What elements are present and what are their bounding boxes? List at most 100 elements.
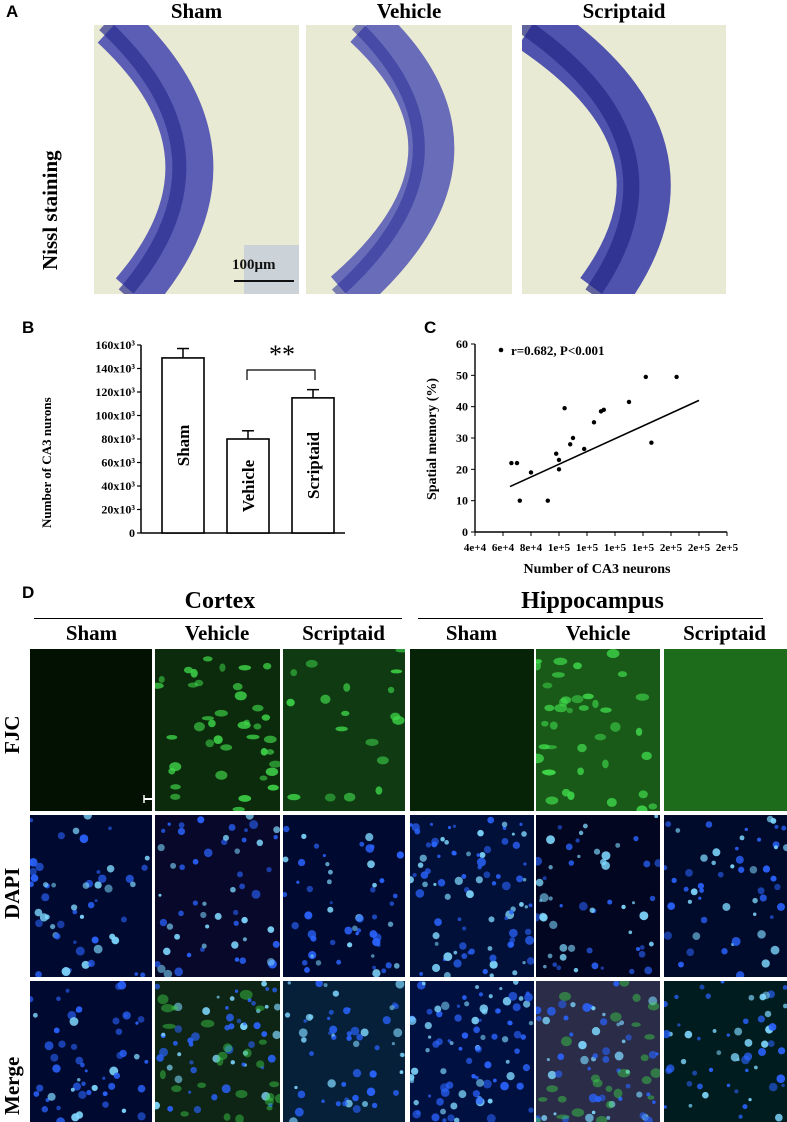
scatter-point [591, 420, 597, 425]
scatter-y-tick-label: 50 [456, 368, 468, 382]
row-label-merge: Merge [0, 1056, 24, 1115]
fjc-cortex-sham-image [30, 649, 152, 811]
group-hippocampus: Hippocampus [521, 588, 664, 614]
scale-bar [234, 280, 294, 282]
panel-a-col-scriptaid: Scriptaid [582, 0, 666, 23]
scatter-y-tick-label: 20 [456, 462, 468, 476]
dapi-cortex-scriptaid-image [283, 815, 405, 977]
d-col-vehicle-2: Vehicle [565, 621, 631, 645]
scatter-point [514, 460, 520, 466]
bar-y-tick-label: 120x10³ [95, 385, 135, 399]
scatter-point [528, 470, 534, 475]
scatter-x-tick-label: 1e+5 [632, 542, 655, 554]
bar-y-tick-label: 160x10³ [95, 338, 135, 352]
panel-a-row-label: Nissl staining [38, 150, 62, 270]
dapi-hippo-sham-image [410, 815, 534, 977]
scatter-point [562, 406, 567, 411]
scatter-x-tick-label: 2e+5 [688, 542, 711, 554]
scatter-y-tick-label: 30 [456, 431, 468, 445]
scatter-point [554, 451, 559, 456]
scatter-point [568, 442, 573, 447]
panel-a-col-sham: Sham [170, 0, 223, 23]
hippocampus-divider [418, 618, 763, 619]
nissl-vehicle-image [306, 25, 512, 294]
scatter-point [545, 498, 550, 503]
merge-hippo-sham-image [410, 981, 534, 1122]
panel-c-letter: C [424, 318, 437, 337]
fjc-hippo-scriptaid-image [664, 649, 787, 811]
scale-bar-label: 100μm [232, 257, 276, 273]
scatter-point [556, 457, 562, 463]
scatter-point [509, 460, 514, 466]
significance-label: ** [269, 340, 295, 369]
bar-y-tick-label: 80x10³ [101, 432, 135, 446]
scatter-x-tick-label: 8e+4 [520, 542, 543, 554]
scatter-point [570, 435, 576, 441]
legend-marker [498, 347, 504, 353]
row-label-fjc: FJC [0, 715, 24, 755]
panel-a-col-vehicle: Vehicle [376, 0, 442, 23]
d-col-sham-2: Sham [445, 621, 498, 645]
bar-y-tick-label: 40x10³ [101, 479, 135, 493]
fjc-cortex-scriptaid-image [283, 649, 405, 811]
scatter-point [674, 374, 679, 380]
bar-label-sham: Sham [174, 425, 193, 467]
scatter-y-tick-label: 40 [456, 400, 468, 414]
bar-label-scriptaid: Scriptaid [304, 431, 323, 499]
bar-y-tick-label: 60x10³ [101, 456, 135, 470]
scatter-y-tick-label: 10 [456, 494, 468, 508]
d-col-scriptaid-2: Scriptaid [683, 621, 766, 645]
scatter-point [556, 467, 562, 472]
panel-b-letter: B [22, 318, 35, 337]
scatter-y-label: Spatial memory (%) [425, 378, 440, 500]
scatter-x-tick-label: 2e+5 [716, 542, 739, 554]
scatter-x-tick-label: 6e+4 [492, 542, 515, 554]
bar-y-tick-label: 20x10³ [101, 503, 135, 517]
dapi-hippo-vehicle-image [536, 815, 660, 977]
bar-sham [161, 357, 205, 534]
d-col-scriptaid-1: Scriptaid [302, 621, 385, 645]
regression-line [509, 399, 700, 488]
scatter-x-tick-label: 4e+4 [464, 542, 487, 554]
group-cortex: Cortex [184, 588, 256, 614]
scatter-y-tick-label: 60 [456, 337, 468, 351]
bar-vehicle [226, 438, 270, 534]
panel-a-letter: A [6, 2, 19, 21]
bar-y-tick-label: 0 [129, 526, 135, 540]
scatter-x-label: Number of CA3 neurons [524, 562, 671, 577]
scatter-point [517, 498, 522, 503]
d-col-sham-1: Sham [65, 621, 118, 645]
scatter-point [582, 446, 587, 452]
merge-hippo-scriptaid-image [664, 981, 787, 1122]
merge-cortex-scriptaid-image [283, 981, 405, 1122]
scatter-x-tick-label: 1e+5 [548, 542, 571, 554]
fjc-hippo-sham-image [410, 649, 534, 811]
d-col-vehicle-1: Vehicle [184, 621, 250, 645]
scatter-x-tick-label: 2e+5 [660, 542, 683, 554]
scatter-y-tick-label: 0 [462, 525, 468, 539]
merge-cortex-vehicle-image [155, 981, 280, 1122]
row-label-dapi: DAPI [0, 867, 24, 919]
panel-d-letter: D [22, 583, 35, 602]
bar-y-tick-label: 100x10³ [95, 409, 135, 423]
cortex-divider [34, 618, 402, 619]
fjc-hippo-vehicle-image [536, 649, 660, 811]
bar-scriptaid [291, 397, 335, 534]
bar-chart: 0 20x10³ 40x10³ 60x10³ 80x10³ 100x10³ 120x10³ 1… [39, 338, 345, 540]
dapi-cortex-vehicle-image [155, 815, 280, 977]
scatter-point [643, 374, 648, 380]
scatter-x-tick-label: 1e+5 [576, 542, 599, 554]
bar-y-tick-label: 140x10³ [95, 362, 135, 376]
merge-cortex-sham-image [30, 981, 152, 1122]
scatter-x-tick-label: 1e+5 [604, 542, 627, 554]
merge-hippo-vehicle-image [536, 981, 660, 1122]
scatter-point [601, 407, 606, 412]
scatter-point [626, 399, 632, 405]
scatter-point [649, 440, 654, 445]
bar-label-vehicle: Vehicle [239, 459, 258, 512]
nissl-scriptaid-image [522, 25, 726, 294]
scatter-annotation: r=0.682, P<0.001 [511, 343, 605, 358]
dapi-hippo-scriptaid-image [664, 815, 787, 977]
dapi-cortex-sham-image [30, 815, 152, 977]
bar-y-label: Number of CA3 nurons [39, 397, 54, 528]
